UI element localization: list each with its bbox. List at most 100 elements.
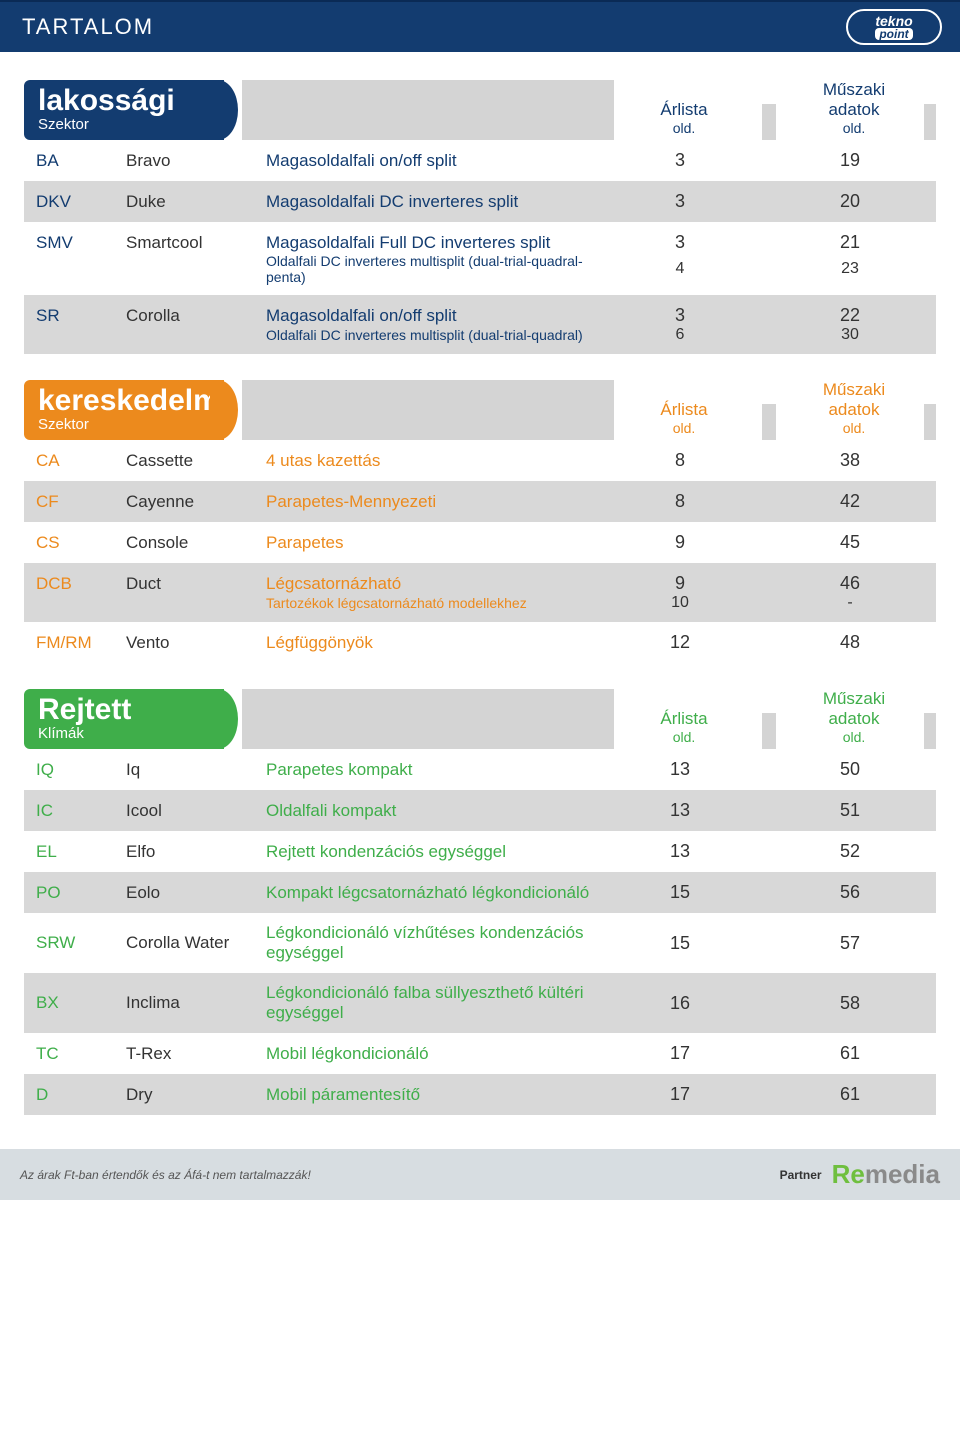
row-desc: Oldalfali kompakt	[266, 801, 610, 821]
table-row: PO Eolo Kompakt légcsatornázható légkond…	[24, 872, 936, 913]
row-p2: 50	[780, 759, 920, 780]
col-arlista-sub: old.	[614, 120, 754, 136]
section-badge-title: Rejtett	[38, 695, 212, 725]
col-muszaki: Műszaki adatok old.	[784, 80, 924, 140]
row-name: Iq	[126, 760, 266, 780]
row-name: Duct	[126, 574, 266, 594]
row-p1: 9	[610, 532, 750, 553]
row-code: D	[36, 1085, 126, 1105]
row-p1: 3	[610, 305, 750, 326]
col-arlista: Árlistaold.	[614, 80, 754, 140]
row-desc: Magasoldalfali on/off split	[266, 151, 610, 171]
table-row: TC T-Rex Mobil légkondicionáló 17 61	[24, 1033, 936, 1074]
row-desc: Parapetes-Mennyezeti	[266, 492, 610, 512]
table-row: DCB Duct Légcsatornázható 9 46 Tartozéko…	[24, 563, 936, 622]
col-muszaki-label1: Műszaki	[784, 689, 924, 709]
col-muszaki: Műszaki adatok old.	[784, 689, 924, 749]
row-desc: Légkondicionáló falba süllyeszthető kült…	[266, 983, 610, 1023]
row-code: IQ	[36, 760, 126, 780]
section-spacer	[242, 80, 614, 140]
row-p1: 15	[610, 882, 750, 903]
col-arlista-label: Árlista	[614, 100, 754, 120]
row-p2: 51	[780, 800, 920, 821]
row-code: BA	[36, 151, 126, 171]
row-sub-p2: 30	[780, 326, 920, 344]
row-desc: Parapetes	[266, 533, 610, 553]
row-code: DCB	[36, 574, 126, 594]
section-badge-sub: Szektor	[38, 116, 212, 133]
row-desc: 4 utas kazettás	[266, 451, 610, 471]
row-name: Corolla	[126, 306, 266, 326]
row-name: Dry	[126, 1085, 266, 1105]
section-badge: Rejtett Klímák	[24, 689, 224, 749]
row-name: Console	[126, 533, 266, 553]
row-name: Smartcool	[126, 233, 266, 253]
row-code: BX	[36, 993, 126, 1013]
row-desc: Magasoldalfali DC inverteres split	[266, 192, 610, 212]
table-row: CA Cassette 4 utas kazettás 8 38	[24, 440, 936, 481]
row-sub-desc: Oldalfali DC inverteres multisplit (dual…	[266, 327, 610, 343]
col-muszaki-sub: old.	[784, 420, 924, 436]
col-gap	[762, 104, 776, 140]
row-p1: 8	[610, 450, 750, 471]
row-desc: Parapetes kompakt	[266, 760, 610, 780]
row-p2: 45	[780, 532, 920, 553]
row-desc: Légkondicionáló vízhűtéses kondenzációs …	[266, 923, 610, 963]
table-row: DKV Duke Magasoldalfali DC inverteres sp…	[24, 181, 936, 222]
table-row: CF Cayenne Parapetes-Mennyezeti 8 42	[24, 481, 936, 522]
row-sub-p2: -	[780, 594, 920, 612]
row-p2: 61	[780, 1084, 920, 1105]
col-endcap	[924, 713, 936, 749]
remedia-grey: media	[865, 1159, 940, 1189]
row-p1: 9	[610, 573, 750, 594]
row-p1: 17	[610, 1084, 750, 1105]
row-p1: 13	[610, 800, 750, 821]
row-p2: 19	[780, 150, 920, 171]
table-row: SRW Corolla Water Légkondicionáló vízhűt…	[24, 913, 936, 973]
row-name: Inclima	[126, 993, 266, 1013]
col-arlista: Árlistaold.	[614, 689, 754, 749]
row-p2: 22	[780, 305, 920, 326]
section-spacer	[242, 380, 614, 440]
row-desc: Légfüggönyök	[266, 633, 610, 653]
row-code: SR	[36, 306, 126, 326]
footer: Az árak Ft-ban értendők és az Áfá-t nem …	[0, 1149, 960, 1200]
logo-bottom: point	[875, 28, 912, 40]
table-row: SMV Smartcool Magasoldalfali Full DC inv…	[24, 222, 936, 295]
row-p1: 17	[610, 1043, 750, 1064]
row-p2: 21	[780, 232, 920, 253]
col-gap	[762, 404, 776, 440]
row-sub-p1: 4	[610, 260, 750, 278]
row-p2: 48	[780, 632, 920, 653]
col-arlista-sub: old.	[614, 729, 754, 745]
section-badge-title: lakossági	[38, 86, 212, 116]
footer-note: Az árak Ft-ban értendők és az Áfá-t nem …	[20, 1168, 311, 1182]
row-p1: 16	[610, 993, 750, 1014]
row-p2: 20	[780, 191, 920, 212]
table-row: IC Icool Oldalfali kompakt 13 51	[24, 790, 936, 831]
table-row: CS Console Parapetes 9 45	[24, 522, 936, 563]
section-badge-sub: Szektor	[38, 416, 212, 433]
table-row: BA Bravo Magasoldalfali on/off split 3 1…	[24, 140, 936, 181]
row-sub-desc: Oldalfali DC inverteres multisplit (dual…	[266, 253, 610, 285]
section-spacer	[242, 689, 614, 749]
section-head-lakossagi: lakossági Szektor Árlistaold. Műszaki ad…	[24, 80, 936, 140]
row-name: Cayenne	[126, 492, 266, 512]
row-name: Vento	[126, 633, 266, 653]
row-code: CS	[36, 533, 126, 553]
section-badge: kereskedelmi Szektor	[24, 380, 224, 440]
row-name: Eolo	[126, 883, 266, 903]
logo: tekno point	[846, 9, 942, 45]
col-arlista: Árlistaold.	[614, 380, 754, 440]
row-name: Corolla Water	[126, 933, 266, 953]
row-sub-desc: Tartozékok légcsatornázható modellekhez	[266, 595, 610, 611]
row-sub-p1: 6	[610, 326, 750, 344]
section-badge-sub: Klímák	[38, 725, 212, 742]
row-p1: 13	[610, 841, 750, 862]
row-name: Bravo	[126, 151, 266, 171]
topbar: TARTALOM tekno point	[0, 0, 960, 52]
row-code: CF	[36, 492, 126, 512]
footer-brand: Partner Remedia	[780, 1159, 940, 1190]
row-desc: Mobil páramentesítő	[266, 1085, 610, 1105]
section-head-rejtett: Rejtett Klímák Árlistaold. Műszaki adato…	[24, 689, 936, 749]
